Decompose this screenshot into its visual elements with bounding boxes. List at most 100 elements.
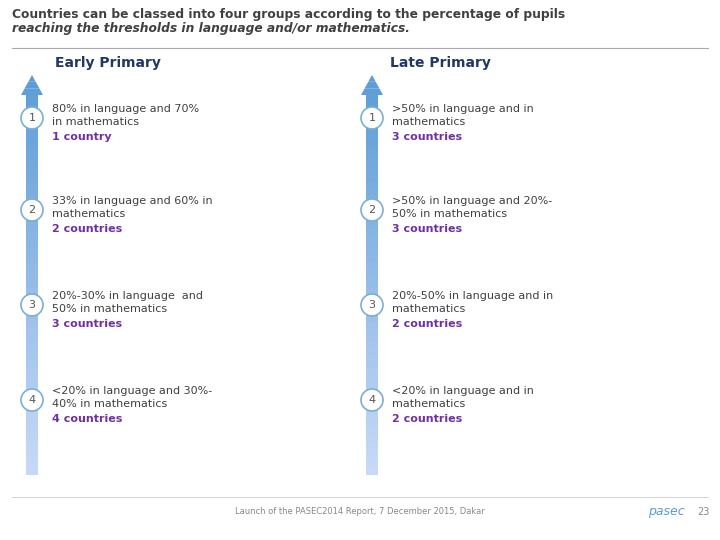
Polygon shape	[26, 462, 38, 468]
Polygon shape	[366, 395, 378, 402]
Polygon shape	[21, 89, 43, 95]
Polygon shape	[26, 435, 38, 442]
Polygon shape	[369, 75, 376, 82]
Polygon shape	[366, 462, 378, 468]
Polygon shape	[366, 348, 378, 355]
Circle shape	[361, 294, 383, 316]
Polygon shape	[26, 328, 38, 335]
Text: 2: 2	[28, 205, 35, 215]
Circle shape	[21, 107, 43, 129]
Text: 4: 4	[28, 395, 35, 405]
Polygon shape	[26, 221, 38, 228]
Polygon shape	[361, 89, 383, 95]
Polygon shape	[366, 188, 378, 195]
Polygon shape	[366, 362, 378, 368]
Polygon shape	[366, 228, 378, 235]
Text: 3: 3	[369, 300, 376, 310]
Text: 2 countries: 2 countries	[392, 319, 462, 329]
Text: 1: 1	[369, 113, 376, 123]
Polygon shape	[26, 315, 38, 322]
Text: Launch of the PASEC2014 Report, 7 December 2015, Dakar: Launch of the PASEC2014 Report, 7 Decemb…	[235, 507, 485, 516]
Polygon shape	[26, 122, 38, 129]
Polygon shape	[366, 388, 378, 395]
Polygon shape	[366, 242, 378, 248]
Polygon shape	[366, 135, 378, 141]
Polygon shape	[26, 415, 38, 422]
Circle shape	[21, 389, 43, 411]
Polygon shape	[26, 141, 38, 149]
Text: reaching the thresholds in language and/or mathematics.: reaching the thresholds in language and/…	[12, 22, 410, 35]
Polygon shape	[366, 288, 378, 295]
Polygon shape	[26, 382, 38, 388]
Polygon shape	[26, 168, 38, 175]
Polygon shape	[26, 342, 38, 348]
Polygon shape	[26, 335, 38, 342]
Polygon shape	[366, 255, 378, 262]
Polygon shape	[26, 368, 38, 375]
Polygon shape	[26, 455, 38, 462]
Text: >50% in language and 20%-
50% in mathematics: >50% in language and 20%- 50% in mathema…	[392, 196, 552, 219]
Polygon shape	[366, 328, 378, 335]
Polygon shape	[366, 208, 378, 215]
Polygon shape	[26, 422, 38, 428]
Polygon shape	[26, 308, 38, 315]
Polygon shape	[26, 395, 38, 402]
Polygon shape	[366, 235, 378, 242]
Polygon shape	[366, 215, 378, 221]
Polygon shape	[26, 388, 38, 395]
Text: 3: 3	[29, 300, 35, 310]
Polygon shape	[26, 135, 38, 141]
Text: 2 countries: 2 countries	[52, 224, 122, 234]
Polygon shape	[26, 448, 38, 455]
Polygon shape	[366, 295, 378, 302]
Text: <20% in language and 30%-
40% in mathematics: <20% in language and 30%- 40% in mathema…	[52, 386, 212, 409]
Polygon shape	[366, 221, 378, 228]
Text: 4: 4	[369, 395, 376, 405]
Text: 2: 2	[369, 205, 376, 215]
Polygon shape	[366, 102, 378, 109]
Polygon shape	[366, 368, 378, 375]
Polygon shape	[26, 408, 38, 415]
Polygon shape	[366, 342, 378, 348]
Polygon shape	[26, 181, 38, 188]
Polygon shape	[26, 268, 38, 275]
Polygon shape	[366, 95, 378, 102]
Polygon shape	[26, 302, 38, 308]
Polygon shape	[366, 442, 378, 448]
Polygon shape	[26, 208, 38, 215]
Text: 80% in language and 70%
in mathematics: 80% in language and 70% in mathematics	[52, 104, 199, 127]
Polygon shape	[26, 428, 38, 435]
Polygon shape	[366, 428, 378, 435]
Polygon shape	[26, 115, 38, 122]
Circle shape	[361, 107, 383, 129]
Polygon shape	[26, 248, 38, 255]
Polygon shape	[366, 155, 378, 161]
Text: 4 countries: 4 countries	[52, 414, 122, 424]
Polygon shape	[366, 175, 378, 181]
Circle shape	[21, 199, 43, 221]
Polygon shape	[26, 129, 38, 135]
Polygon shape	[26, 215, 38, 221]
Polygon shape	[364, 82, 379, 89]
Polygon shape	[366, 422, 378, 428]
Polygon shape	[366, 408, 378, 415]
Polygon shape	[366, 201, 378, 208]
Polygon shape	[366, 468, 378, 475]
Text: pasec: pasec	[648, 505, 685, 518]
Text: 20%-50% in language and in
mathematics: 20%-50% in language and in mathematics	[392, 291, 553, 314]
Text: Early Primary: Early Primary	[55, 56, 161, 70]
Polygon shape	[26, 188, 38, 195]
Polygon shape	[366, 129, 378, 135]
Polygon shape	[26, 288, 38, 295]
Polygon shape	[26, 201, 38, 208]
Polygon shape	[26, 402, 38, 408]
Polygon shape	[26, 155, 38, 161]
Text: 2 countries: 2 countries	[392, 414, 462, 424]
Polygon shape	[366, 282, 378, 288]
Polygon shape	[26, 348, 38, 355]
Polygon shape	[26, 262, 38, 268]
Polygon shape	[26, 148, 38, 155]
Text: 1 country: 1 country	[52, 132, 112, 142]
Text: Countries can be classed into four groups according to the percentage of pupils: Countries can be classed into four group…	[12, 8, 565, 21]
Polygon shape	[366, 168, 378, 175]
